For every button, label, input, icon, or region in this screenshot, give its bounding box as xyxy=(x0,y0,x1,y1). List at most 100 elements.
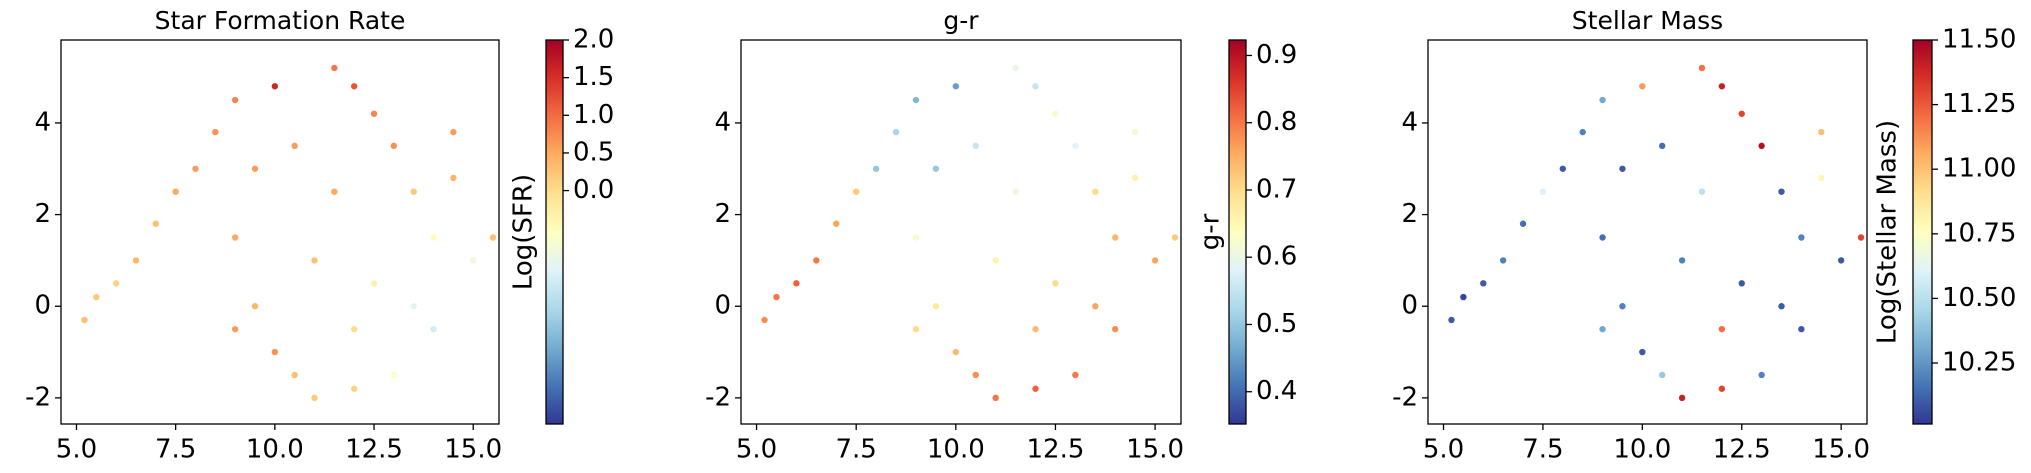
point xyxy=(1052,110,1059,117)
point xyxy=(1112,325,1119,333)
point xyxy=(489,234,497,241)
point xyxy=(450,128,457,136)
y-tick-label: 4 xyxy=(34,107,51,137)
point xyxy=(1678,394,1686,402)
point xyxy=(271,348,279,356)
point xyxy=(1818,128,1825,136)
x-tick-label: 15.0 xyxy=(444,435,502,465)
point xyxy=(1738,110,1745,117)
x-tick-label: 7.5 xyxy=(155,435,196,465)
colorbar-tick-label: 0.9 xyxy=(1256,40,1297,70)
point xyxy=(1599,234,1606,241)
point xyxy=(833,220,840,227)
point xyxy=(390,371,398,379)
point xyxy=(1659,142,1666,150)
point xyxy=(251,303,259,310)
point xyxy=(1599,96,1606,104)
point xyxy=(1499,257,1507,264)
colorbar-tick-label: 0.7 xyxy=(1256,174,1297,204)
point xyxy=(992,257,999,264)
point xyxy=(1559,165,1567,172)
point xyxy=(912,96,920,104)
colorbar-tick-label: 0.5 xyxy=(573,137,614,167)
point xyxy=(271,83,279,90)
point xyxy=(912,234,920,241)
y-tick-label: 0 xyxy=(714,291,731,321)
colorbar-tick-label: 0.6 xyxy=(1256,242,1297,272)
point xyxy=(1599,325,1606,333)
point xyxy=(231,325,239,333)
point xyxy=(291,371,298,379)
point xyxy=(1857,234,1865,241)
point xyxy=(231,234,239,241)
panel-title: g-r xyxy=(943,6,979,35)
point xyxy=(912,325,920,333)
point xyxy=(172,188,179,195)
point xyxy=(112,280,120,287)
point xyxy=(1698,64,1706,72)
point xyxy=(1837,257,1845,264)
point xyxy=(1151,257,1159,264)
point xyxy=(1092,188,1099,195)
point xyxy=(1092,303,1099,310)
panel-title: Star Formation Rate xyxy=(155,6,406,35)
point xyxy=(1778,188,1785,195)
point xyxy=(972,142,979,150)
point xyxy=(972,371,979,379)
point xyxy=(1032,325,1039,333)
point xyxy=(1758,142,1765,150)
colorbar-tick-label: 0.5 xyxy=(1256,309,1297,339)
point xyxy=(793,280,800,287)
point xyxy=(1012,188,1019,195)
point xyxy=(231,96,239,104)
x-tick-label: 15.0 xyxy=(1812,435,1870,465)
colorbar-label: Log(SFR) xyxy=(509,174,539,290)
y-tick-label: 0 xyxy=(34,291,51,321)
colorbar xyxy=(545,39,564,425)
point xyxy=(1698,188,1706,195)
point xyxy=(350,325,358,333)
y-tick-label: -2 xyxy=(705,382,731,412)
point xyxy=(932,303,940,310)
colorbar-tick-label: 11.25 xyxy=(1942,89,2016,119)
point xyxy=(132,257,140,264)
point xyxy=(1678,257,1686,264)
point xyxy=(370,110,378,117)
colorbar-tick-label: 10.25 xyxy=(1942,348,2016,378)
point xyxy=(1032,83,1039,90)
colorbar-tick-label: 10.75 xyxy=(1942,218,2016,248)
plot-frame xyxy=(740,39,1182,425)
plot-frame xyxy=(1427,39,1868,425)
x-tick-label: 12.5 xyxy=(1713,435,1771,465)
x-tick-label: 10.0 xyxy=(1613,435,1671,465)
y-tick-label: 4 xyxy=(1401,107,1418,137)
colorbar-tick-label: 2.0 xyxy=(573,25,614,55)
point xyxy=(311,394,318,402)
point xyxy=(1639,348,1646,356)
point xyxy=(992,394,999,402)
colorbar-tick-label: 0.0 xyxy=(573,175,614,205)
point xyxy=(370,280,378,287)
point xyxy=(1112,234,1119,241)
point xyxy=(1758,371,1765,379)
point xyxy=(761,316,768,324)
x-tick-label: 10.0 xyxy=(246,435,304,465)
colorbar-tick-label: 11.50 xyxy=(1942,25,2016,55)
point xyxy=(1738,280,1745,287)
x-tick-label: 7.5 xyxy=(836,435,877,465)
colorbar-tick-label: 10.50 xyxy=(1942,283,2016,313)
point xyxy=(1659,371,1666,379)
point xyxy=(192,165,199,172)
colorbar-tick-label: 11.00 xyxy=(1942,154,2016,184)
point xyxy=(430,325,437,333)
point xyxy=(1131,174,1139,182)
point xyxy=(1619,303,1626,310)
point xyxy=(331,64,338,72)
panel-title: Stellar Mass xyxy=(1572,6,1723,35)
point xyxy=(852,188,860,195)
point xyxy=(251,165,259,172)
point xyxy=(81,316,88,324)
point xyxy=(932,165,940,172)
point xyxy=(291,142,298,150)
